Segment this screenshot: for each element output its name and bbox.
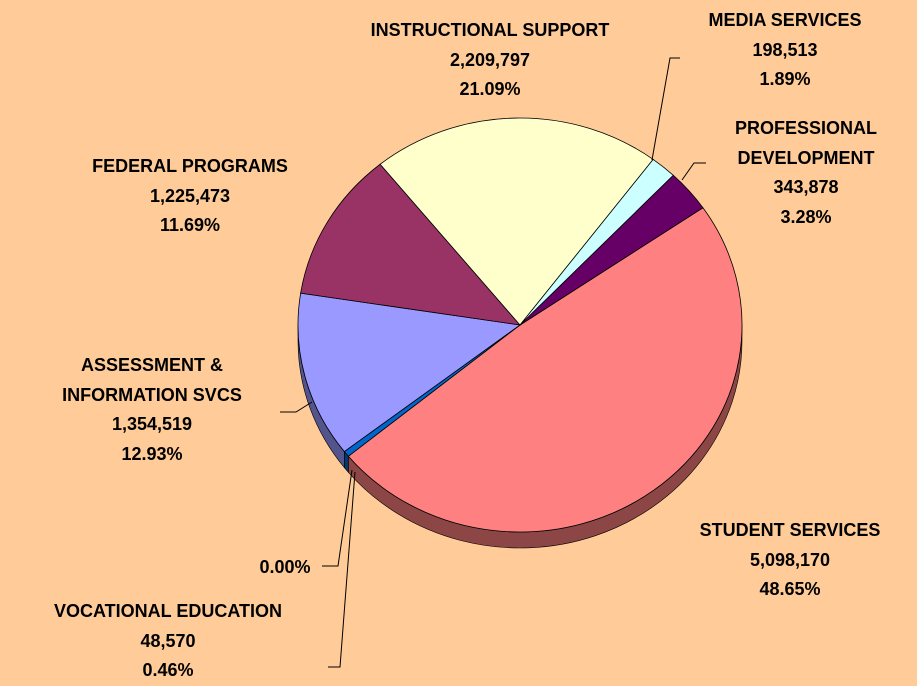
leader-line [322,469,353,567]
slice-value: 1,354,519 [111,414,193,434]
slice-value: 198,513 [752,39,818,60]
slice-percent: 3.28% [780,206,832,227]
slice-value: 5,098,170 [749,549,831,570]
slice-label: PROFESSIONAL DEVELOPMENT 343,878 3.28% [696,114,916,232]
pie-slice [297,292,522,453]
slice-label: FEDERAL PROGRAMS 1,225,473 11.69% [40,152,340,241]
slice-value: 343,878 [773,177,839,197]
slice-name: ASSESSMENT & INFORMATION SVCS [62,355,242,405]
slice-name: VOCATIONAL EDUCATION [54,601,282,621]
leader-line [681,162,706,181]
slice-percent: 48.65% [759,579,821,599]
slice-percent: 1.89% [759,69,811,89]
slice-label: ASSESSMENT & INFORMATION SVCS 1,354,519 12… [22,351,282,469]
pie-slices [297,117,743,533]
slice-percent: 12.93% [121,443,183,464]
slice-name: MEDIA SERVICES [708,10,862,30]
slice-label: STUDENT SERVICES 5,098,170 48.65% [660,516,917,605]
leader-line [651,57,680,161]
slice-percent: 0.00% [259,557,311,577]
leader-lines [280,57,706,668]
leader-line [280,401,313,413]
slice-name: FEDERAL PROGRAMS [92,156,288,176]
slice-value: 2,209,797 [449,49,531,70]
slice-value: 48,570 [140,630,196,651]
slice-label: 0.00% [225,553,345,583]
slice-name: STUDENT SERVICES [699,520,881,540]
pie-slice [379,117,654,326]
pie-slice [347,207,743,533]
slice-percent: 21.09% [459,79,521,99]
slice-label: INSTRUCTIONAL SUPPORT 2,209,797 21.09% [320,16,660,105]
slice-label: VOCATIONAL EDUCATION 48,570 0.46% [8,597,328,686]
slice-label: MEDIA SERVICES 198,513 1.89% [675,6,895,95]
pie-slice [300,163,522,326]
slice-name: PROFESSIONAL DEVELOPMENT [734,118,877,168]
slice-percent: 0.46% [142,660,194,680]
slice-percent: 11.69% [159,215,221,235]
slice-name: INSTRUCTIONAL SUPPORT [370,20,610,40]
pie-slice [519,174,704,326]
leader-line [328,471,356,668]
slice-value: 1,225,473 [149,185,231,206]
